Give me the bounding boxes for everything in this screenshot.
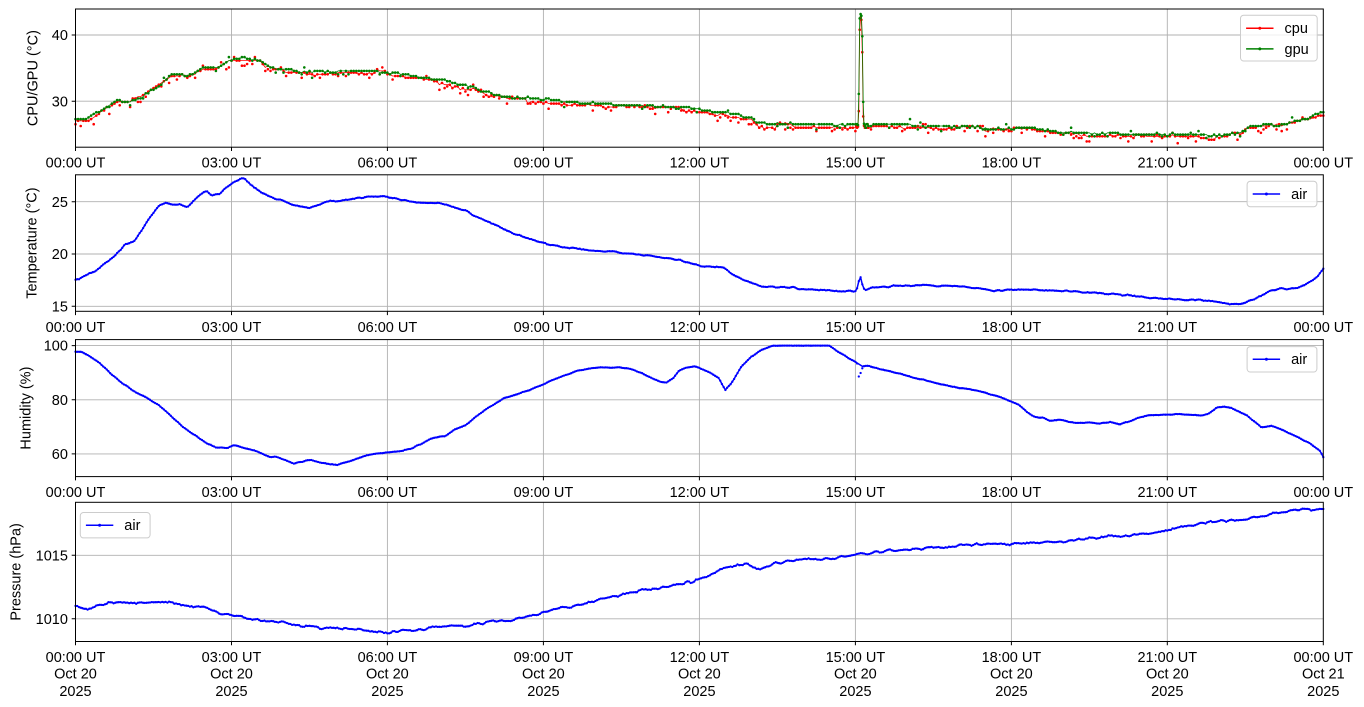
- svg-text:21:00 UT: 21:00 UT: [1137, 485, 1197, 501]
- svg-text:1010: 1010: [36, 612, 68, 628]
- svg-text:18:00 UT: 18:00 UT: [982, 485, 1042, 501]
- svg-text:12:00 UT: 12:00 UT: [670, 320, 730, 336]
- svg-text:03:00 UT: 03:00 UT: [202, 650, 262, 666]
- svg-text:21:00 UT: 21:00 UT: [1137, 156, 1197, 172]
- svg-text:Oct 20: Oct 20: [834, 667, 877, 683]
- svg-text:Oct 20: Oct 20: [990, 667, 1033, 683]
- svg-text:09:00 UT: 09:00 UT: [514, 485, 574, 501]
- svg-text:00:00 UT: 00:00 UT: [46, 650, 106, 666]
- svg-text:18:00 UT: 18:00 UT: [982, 156, 1042, 172]
- svg-text:Oct 20: Oct 20: [210, 667, 253, 683]
- svg-text:2025: 2025: [215, 684, 247, 700]
- svg-text:Humidity (%): Humidity (%): [18, 367, 34, 450]
- svg-text:00:00 UT: 00:00 UT: [46, 485, 106, 501]
- svg-text:2025: 2025: [995, 684, 1027, 700]
- svg-text:06:00 UT: 06:00 UT: [358, 320, 418, 336]
- svg-text:2025: 2025: [1151, 684, 1183, 700]
- svg-text:2025: 2025: [683, 684, 715, 700]
- svg-text:00:00 UT: 00:00 UT: [1293, 650, 1353, 666]
- svg-text:03:00 UT: 03:00 UT: [202, 156, 262, 172]
- svg-text:air: air: [124, 518, 140, 534]
- svg-text:15:00 UT: 15:00 UT: [826, 320, 886, 336]
- svg-text:Oct 20: Oct 20: [522, 667, 565, 683]
- svg-text:2025: 2025: [371, 684, 403, 700]
- svg-text:80: 80: [52, 393, 68, 409]
- svg-text:Temperature (°C): Temperature (°C): [25, 187, 41, 298]
- svg-text:gpu: gpu: [1285, 42, 1309, 58]
- svg-text:air: air: [1291, 187, 1307, 203]
- svg-text:2025: 2025: [59, 684, 91, 700]
- svg-text:Oct 20: Oct 20: [678, 667, 721, 683]
- svg-text:100: 100: [44, 339, 68, 355]
- svg-text:2025: 2025: [839, 684, 871, 700]
- svg-text:00:00 UT: 00:00 UT: [46, 156, 106, 172]
- svg-text:1015: 1015: [36, 548, 68, 564]
- svg-text:18:00 UT: 18:00 UT: [982, 320, 1042, 336]
- svg-text:12:00 UT: 12:00 UT: [670, 485, 730, 501]
- svg-text:12:00 UT: 12:00 UT: [670, 156, 730, 172]
- svg-text:Oct 20: Oct 20: [1146, 667, 1189, 683]
- svg-text:06:00 UT: 06:00 UT: [358, 156, 418, 172]
- svg-text:00:00 UT: 00:00 UT: [46, 320, 106, 336]
- svg-text:Oct 21: Oct 21: [1302, 667, 1345, 683]
- svg-text:air: air: [1291, 352, 1307, 368]
- svg-text:09:00 UT: 09:00 UT: [514, 650, 574, 666]
- svg-text:00:00 UT: 00:00 UT: [1293, 485, 1353, 501]
- svg-text:cpu: cpu: [1285, 21, 1308, 37]
- svg-text:Oct 20: Oct 20: [54, 667, 97, 683]
- svg-text:CPU/GPU (°C): CPU/GPU (°C): [25, 30, 41, 126]
- svg-text:60: 60: [52, 447, 68, 463]
- svg-text:09:00 UT: 09:00 UT: [514, 320, 574, 336]
- svg-text:00:00 UT: 00:00 UT: [1293, 320, 1353, 336]
- svg-text:03:00 UT: 03:00 UT: [202, 320, 262, 336]
- svg-text:09:00 UT: 09:00 UT: [514, 156, 574, 172]
- svg-text:06:00 UT: 06:00 UT: [358, 650, 418, 666]
- svg-text:25: 25: [52, 195, 68, 211]
- svg-text:15:00 UT: 15:00 UT: [826, 485, 886, 501]
- svg-text:21:00 UT: 21:00 UT: [1137, 320, 1197, 336]
- svg-text:2025: 2025: [527, 684, 559, 700]
- svg-text:30: 30: [52, 94, 68, 110]
- svg-text:20: 20: [52, 247, 68, 263]
- svg-text:15: 15: [52, 299, 68, 315]
- svg-text:21:00 UT: 21:00 UT: [1137, 650, 1197, 666]
- svg-text:2025: 2025: [1307, 684, 1339, 700]
- svg-text:40: 40: [52, 28, 68, 44]
- svg-text:06:00 UT: 06:00 UT: [358, 485, 418, 501]
- svg-text:03:00 UT: 03:00 UT: [202, 485, 262, 501]
- svg-text:15:00 UT: 15:00 UT: [826, 650, 886, 666]
- svg-text:Oct 20: Oct 20: [366, 667, 409, 683]
- svg-text:Pressure (hPa): Pressure (hPa): [9, 523, 25, 621]
- svg-text:00:00 UT: 00:00 UT: [1293, 156, 1353, 172]
- svg-text:15:00 UT: 15:00 UT: [826, 156, 886, 172]
- svg-text:18:00 UT: 18:00 UT: [982, 650, 1042, 666]
- svg-text:12:00 UT: 12:00 UT: [670, 650, 730, 666]
